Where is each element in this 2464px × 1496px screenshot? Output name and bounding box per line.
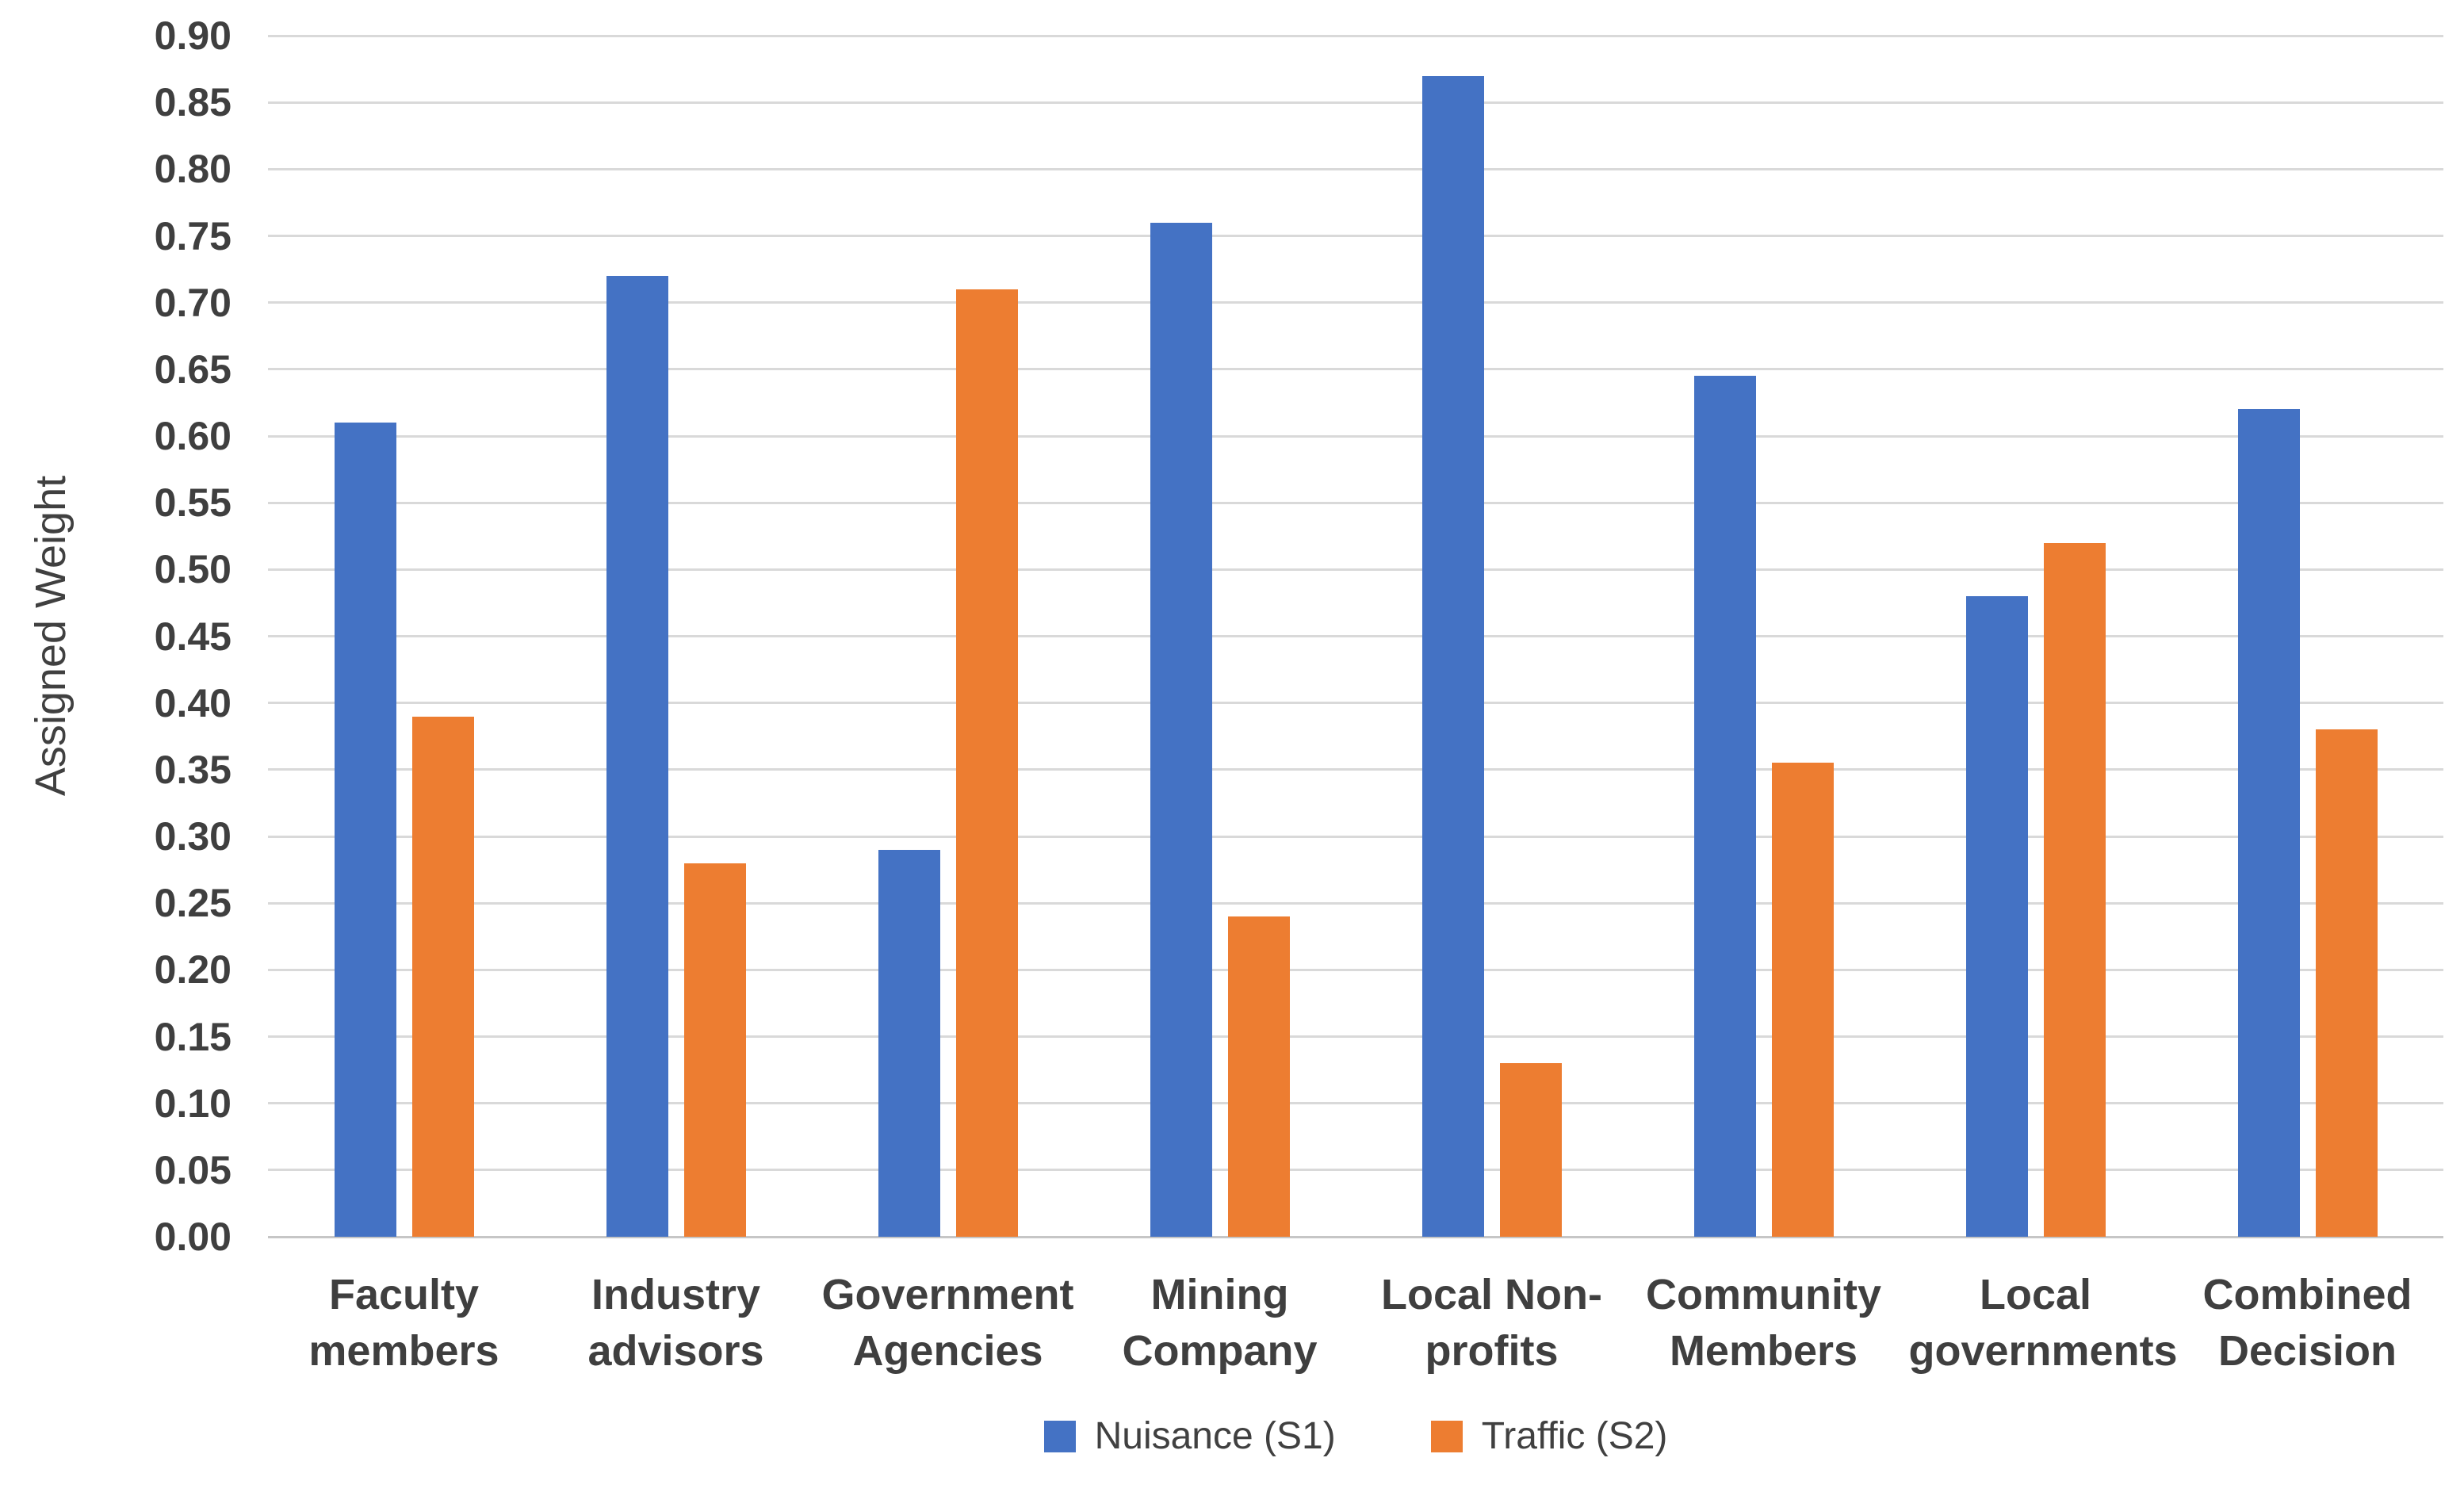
y-tick-label-0.50: 0.50 <box>154 547 231 592</box>
bar-traffic-s2-mining-company <box>1227 916 1290 1237</box>
bar-nuisance-s1-local-governments <box>1965 596 2028 1237</box>
gridline-0.25 <box>268 901 2443 905</box>
gridline-0.90 <box>268 34 2443 37</box>
y-tick-label-0.85: 0.85 <box>154 80 231 125</box>
category-label-faculty-members: Faculty members <box>308 1271 499 1375</box>
y-tick-label-0.80: 0.80 <box>154 147 231 192</box>
gridline-0.45 <box>268 635 2443 637</box>
bar-nuisance-s1-local-non-profits <box>1421 75 1484 1237</box>
bar-traffic-s2-government-agencies <box>955 289 1018 1237</box>
bar-nuisance-s1-community-members <box>1693 376 1756 1237</box>
legend-label-nuisance-s1: Nuisance (S1) <box>1094 1415 1336 1457</box>
gridline-0.70 <box>268 301 2443 304</box>
legend-swatch-icon-nuisance-s1 <box>1043 1421 1076 1452</box>
gridline-0.10 <box>268 1102 2443 1105</box>
y-tick-label-0.20: 0.20 <box>154 947 231 993</box>
category-label-community-members: Community Members <box>1646 1271 1881 1375</box>
bar-nuisance-s1-government-agencies <box>878 849 940 1237</box>
gridline-0.15 <box>268 1035 2443 1038</box>
y-tick-label-0.35: 0.35 <box>154 747 231 792</box>
gridline-0.50 <box>268 568 2443 571</box>
bar-nuisance-s1-combined-decision <box>2237 409 2300 1237</box>
y-tick-label-0.30: 0.30 <box>154 814 231 859</box>
bar-traffic-s2-local-non-profits <box>1499 1063 1562 1237</box>
bar-nuisance-s1-industry-advisors <box>606 276 668 1237</box>
gridline-0.60 <box>268 434 2443 438</box>
y-tick-label-0.75: 0.75 <box>154 213 231 258</box>
bar-traffic-s2-faculty-members <box>411 716 474 1237</box>
legend-item-nuisance-s1: Nuisance (S1) <box>1043 1415 1336 1457</box>
category-label-local-non-profits: Local Non-profits <box>1381 1271 1602 1375</box>
gridline-0.65 <box>268 368 2443 371</box>
y-tick-label-0.25: 0.25 <box>154 881 231 926</box>
gridline-0.35 <box>268 768 2443 771</box>
bar-traffic-s2-combined-decision <box>2315 729 2378 1237</box>
gridline-0.00 <box>268 1235 2443 1238</box>
y-tick-label-0.00: 0.00 <box>154 1215 231 1259</box>
y-tick-label-0.10: 0.10 <box>154 1081 231 1126</box>
gridline-0.85 <box>268 101 2443 104</box>
category-label-industry-advisors: Industry advisors <box>587 1271 764 1375</box>
gridline-0.40 <box>268 702 2443 705</box>
y-tick-label-0.05: 0.05 <box>154 1147 231 1192</box>
y-tick-label-0.70: 0.70 <box>154 280 231 325</box>
gridline-0.80 <box>268 167 2443 170</box>
y-tick-label-0.40: 0.40 <box>154 680 231 725</box>
bar-nuisance-s1-faculty-members <box>334 423 396 1237</box>
y-tick-label-0.60: 0.60 <box>154 414 231 458</box>
y-tick-label-0.55: 0.55 <box>154 480 231 526</box>
legend-item-traffic-s2: Traffic (S2) <box>1430 1415 1668 1457</box>
y-tick-label-0.15: 0.15 <box>154 1014 231 1059</box>
category-label-mining-company: Mining Company <box>1122 1271 1318 1375</box>
gridline-0.75 <box>268 235 2443 237</box>
gridline-0.55 <box>268 501 2443 504</box>
bar-traffic-s2-industry-advisors <box>683 863 746 1237</box>
bar-traffic-s2-local-governments <box>2043 542 2106 1237</box>
legend-label-traffic-s2: Traffic (S2) <box>1481 1415 1668 1457</box>
gridline-0.05 <box>268 1169 2443 1172</box>
y-tick-label-0.45: 0.45 <box>154 614 231 659</box>
bar-traffic-s2-community-members <box>1771 763 1834 1237</box>
category-label-local-governments: Local governments <box>1908 1271 2178 1375</box>
gridline-0.30 <box>268 835 2443 838</box>
y-tick-label-0.90: 0.90 <box>154 13 231 58</box>
gridline-0.20 <box>268 968 2443 971</box>
legend: Nuisance (S1) Traffic (S2) <box>268 1418 2443 1456</box>
legend-swatch-icon-traffic-s2 <box>1430 1421 1463 1452</box>
category-label-combined-decision: Combined Decision <box>2202 1271 2412 1375</box>
bar-nuisance-s1-mining-company <box>1150 222 1212 1237</box>
y-tick-label-0.65: 0.65 <box>154 346 231 392</box>
category-label-government-agencies: Government Agencies <box>821 1271 1074 1375</box>
